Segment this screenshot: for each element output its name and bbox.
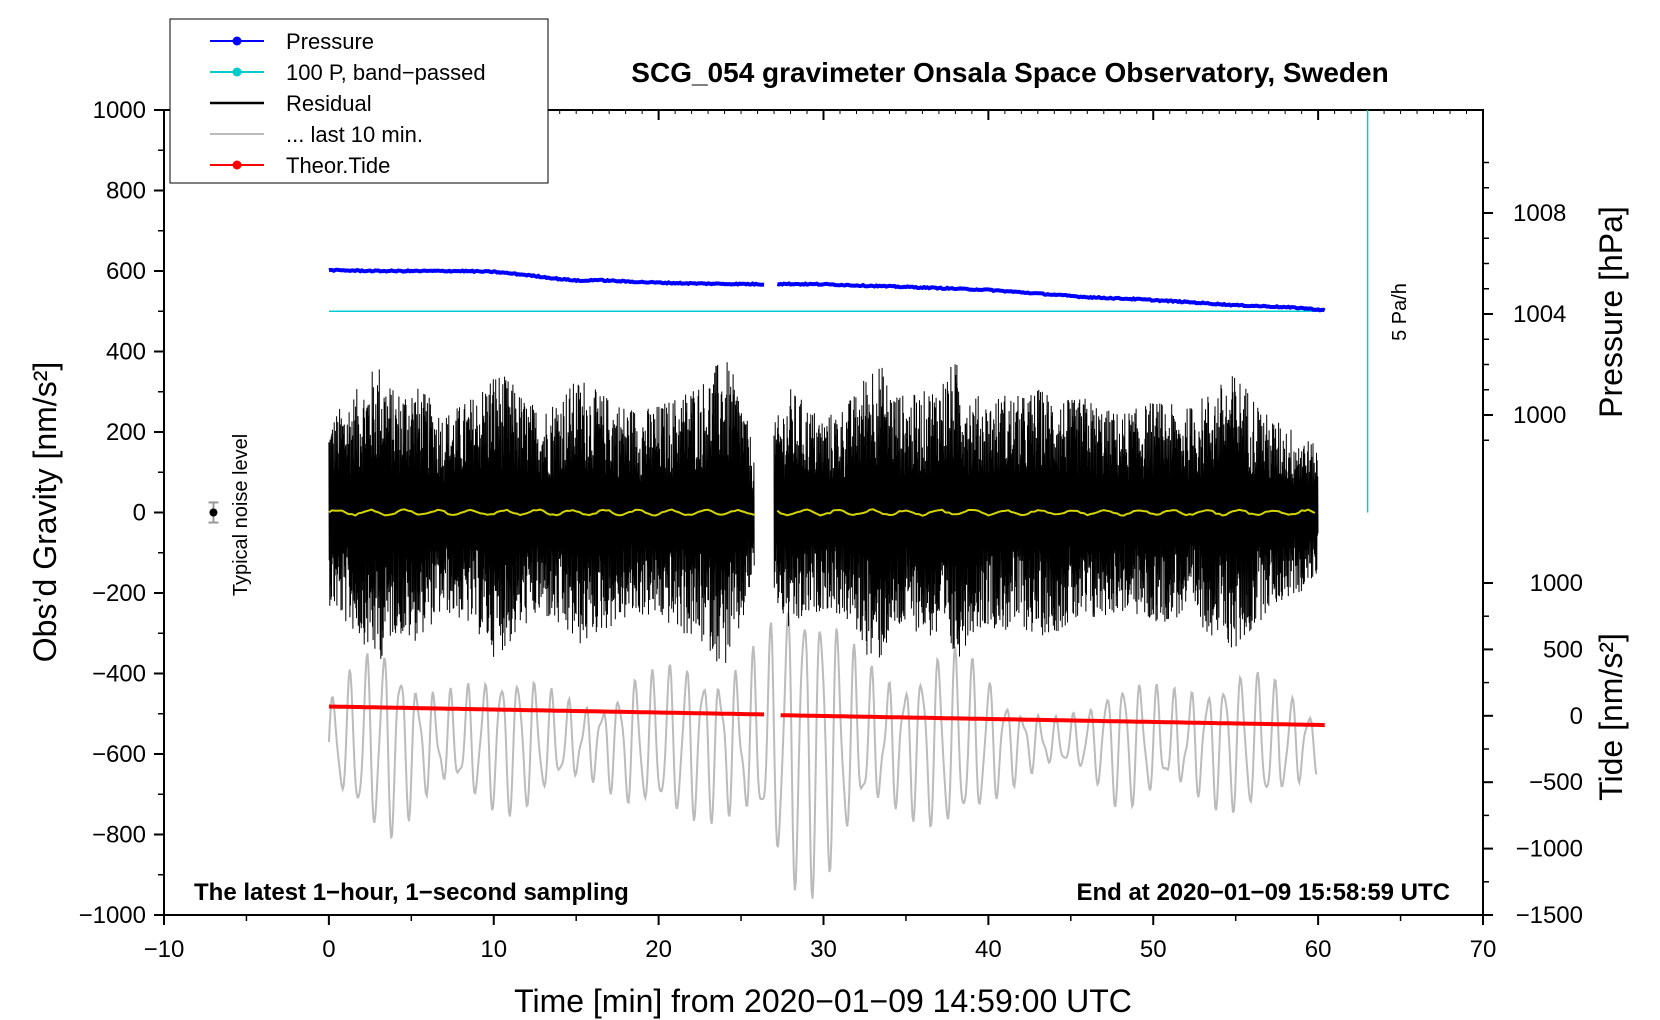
- ticks-layer: −10 0 10 20 30 40 50 60 70 1000 800 600 400 200 0 −200 −…: [79, 97, 1583, 963]
- legend-box: [169, 18, 549, 184]
- y2-tick-label: 1000: [1513, 402, 1566, 429]
- legend-label: Theor.Tide: [286, 153, 390, 178]
- annotation-end-time: End at 2020−01−09 15:58:59 UTC: [1076, 879, 1450, 906]
- y-tick-label: −1000: [79, 902, 146, 929]
- y2-tick-label: 1008: [1513, 200, 1566, 227]
- legend-marker: [232, 160, 242, 170]
- y-tick-label: 1000: [93, 97, 146, 124]
- series-last-10-min-line: [327, 612, 1318, 899]
- x-axis-title: Time [min] from 2020−01−09 14:59:00 UTC: [514, 983, 1132, 1019]
- y-tick-label: 0: [133, 500, 146, 527]
- y-tick-label: −400: [92, 661, 146, 688]
- y3-tick-label: −1500: [1516, 902, 1583, 929]
- scale-label: 5 Pa/h: [1389, 283, 1411, 341]
- y-tick-label: 400: [106, 339, 146, 366]
- x-tick-label: 0: [322, 936, 335, 963]
- y-tick-label: −800: [92, 822, 146, 849]
- x-tick-label: 30: [810, 936, 837, 963]
- legend: Pressure 100 P, band−passed Residual ... la…: [169, 18, 549, 184]
- x-tick-label: 20: [645, 936, 672, 963]
- legend-label: Pressure: [286, 29, 374, 54]
- series-pressure-line: [328, 267, 1326, 313]
- legend-label: ... last 10 min.: [286, 122, 423, 147]
- chart-title: SCG_054 gravimeter Onsala Space Observat…: [631, 57, 1388, 88]
- annotation-sampling: The latest 1−hour, 1−second sampling: [194, 879, 629, 906]
- y3-axis-title: Tide [nm/s²]: [1593, 633, 1629, 801]
- y2-axis-title: Pressure [hPa]: [1593, 206, 1629, 418]
- y3-tick-label: −1000: [1516, 836, 1583, 863]
- y3-tick-label: 0: [1570, 703, 1583, 730]
- noise-marker: [209, 508, 218, 517]
- y3-tick-label: 1000: [1530, 570, 1583, 597]
- x-tick-label: 70: [1470, 936, 1497, 963]
- y-tick-label: 600: [106, 258, 146, 285]
- x-tick-label: 10: [480, 936, 507, 963]
- legend-label: 100 P, band−passed: [286, 60, 486, 85]
- y-tick-label: −600: [92, 741, 146, 768]
- y-tick-label: 200: [106, 419, 146, 446]
- y-tick-label: −200: [92, 580, 146, 607]
- y3-tick-label: −500: [1529, 769, 1583, 796]
- series-tide-line: [328, 704, 1325, 728]
- legend-marker: [232, 67, 242, 77]
- series-layer: [327, 110, 1369, 899]
- noise-label: Typical noise level: [230, 434, 252, 596]
- x-tick-label: −10: [144, 936, 185, 963]
- y-tick-label: 800: [106, 178, 146, 205]
- y3-tick-label: 500: [1543, 636, 1583, 663]
- series-smoothed-residual-line: [328, 508, 1316, 517]
- x-tick-label: 60: [1305, 936, 1332, 963]
- legend-marker: [232, 36, 242, 46]
- y2-tick-label: 1004: [1513, 301, 1566, 328]
- x-tick-label: 40: [975, 936, 1002, 963]
- y-axis-title: Obs’d Gravity [nm/s²]: [27, 362, 63, 663]
- x-tick-label: 50: [1140, 936, 1167, 963]
- legend-label: Residual: [286, 91, 372, 116]
